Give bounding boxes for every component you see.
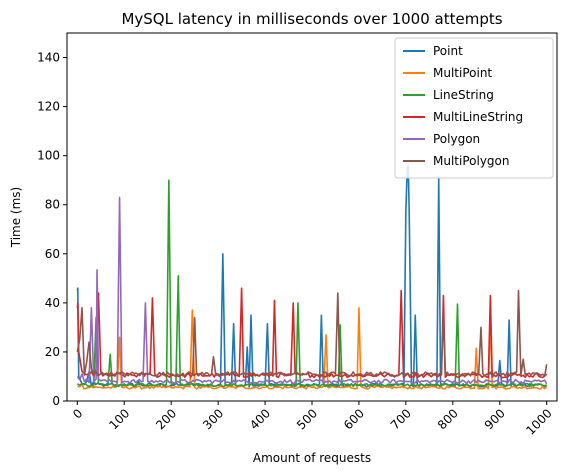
y-tick-label: 80 [45, 198, 60, 212]
y-tick-label: 60 [45, 247, 60, 261]
x-tick-label: 400 [247, 406, 273, 432]
legend-label: MultiPolygon [433, 154, 509, 168]
legend-label: LineString [433, 88, 494, 102]
x-axis: 0 100 200 300 400 500 600 700 800 900 1000 [70, 401, 555, 438]
series-line-multipoint [77, 306, 548, 390]
legend-label: Polygon [433, 132, 480, 146]
x-tick-label: 800 [435, 406, 461, 432]
x-tick-label: 900 [482, 406, 508, 432]
x-tick-label: 0 [70, 406, 85, 421]
legend-label: MultiLineString [433, 110, 523, 124]
x-tick-label: 600 [341, 406, 367, 432]
legend-label: MultiPoint [433, 66, 492, 80]
x-tick-label: 200 [153, 406, 179, 432]
legend: Point MultiPoint LineString MultiLineString… [394, 37, 554, 179]
legend-box [394, 37, 554, 179]
plot-lines [76, 164, 548, 390]
series-line-polygon [76, 196, 548, 385]
y-tick-label: 100 [37, 149, 60, 163]
series-line-multipolygon [76, 289, 548, 378]
y-axis: 0 20 40 60 80 100 120 140 [37, 51, 67, 408]
y-tick-label: 40 [45, 296, 60, 310]
x-tick-label: 700 [388, 406, 414, 432]
x-tick-label: 300 [200, 406, 226, 432]
x-tick-label: 100 [106, 406, 132, 432]
legend-label: Point [433, 44, 463, 58]
x-tick-label: 1000 [523, 406, 554, 437]
x-axis-label: Amount of requests [253, 451, 371, 465]
y-tick-label: 0 [52, 394, 60, 408]
y-tick-label: 20 [45, 345, 60, 359]
x-tick-label: 500 [294, 406, 320, 432]
y-tick-label: 140 [37, 51, 60, 65]
series-line-linestring [76, 179, 547, 388]
y-axis-label: Time (ms) [9, 187, 23, 249]
chart-title: MySQL latency in milliseconds over 1000 … [121, 10, 502, 28]
y-tick-label: 120 [37, 100, 60, 114]
